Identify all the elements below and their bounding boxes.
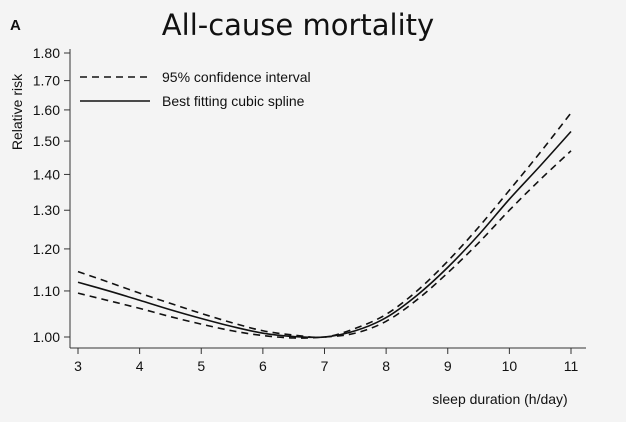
legend-label: 95% confidence interval	[162, 69, 311, 85]
y-tick-label: 1.10	[33, 283, 60, 299]
x-tick-label: 9	[444, 358, 452, 374]
series-group	[77, 112, 572, 339]
y-tick-label: 1.20	[33, 241, 60, 257]
y-tick-label: 1.30	[33, 202, 60, 218]
panel-label: A	[10, 17, 21, 34]
y-tick-group: 1.00 1.10 1.20 1.30 1.40 1.50 1.60 1.70 1.80	[33, 45, 70, 345]
y-tick-label: 1.50	[33, 133, 60, 149]
legend: 95% confidence interval Best fitting cubi…	[80, 69, 311, 109]
x-tick-label: 6	[259, 358, 267, 374]
x-tick-label: 4	[136, 358, 144, 374]
x-tick-label: 3	[74, 358, 82, 374]
y-tick-label: 1.80	[33, 45, 60, 61]
spline-line	[77, 130, 572, 339]
x-tick-group: 3 4 5 6 7 8 9 10 11	[74, 348, 578, 374]
y-axis-label: Relative risk	[9, 73, 25, 150]
chart-title: All-cause mortality	[162, 8, 434, 42]
x-tick-label: 5	[197, 358, 205, 374]
y-tick-label: 1.40	[33, 166, 60, 182]
x-tick-label: 8	[382, 358, 390, 374]
legend-label: Best fitting cubic spline	[162, 93, 305, 109]
x-tick-label: 10	[502, 358, 518, 374]
y-tick-label: 1.00	[33, 329, 60, 345]
y-tick-label: 1.60	[33, 102, 60, 118]
x-axis-label: sleep duration (h/day)	[432, 391, 567, 407]
x-tick-label: 11	[564, 358, 579, 374]
x-tick-label: 7	[321, 358, 329, 374]
ci-lower-line	[77, 150, 572, 339]
y-tick-label: 1.70	[33, 73, 60, 89]
